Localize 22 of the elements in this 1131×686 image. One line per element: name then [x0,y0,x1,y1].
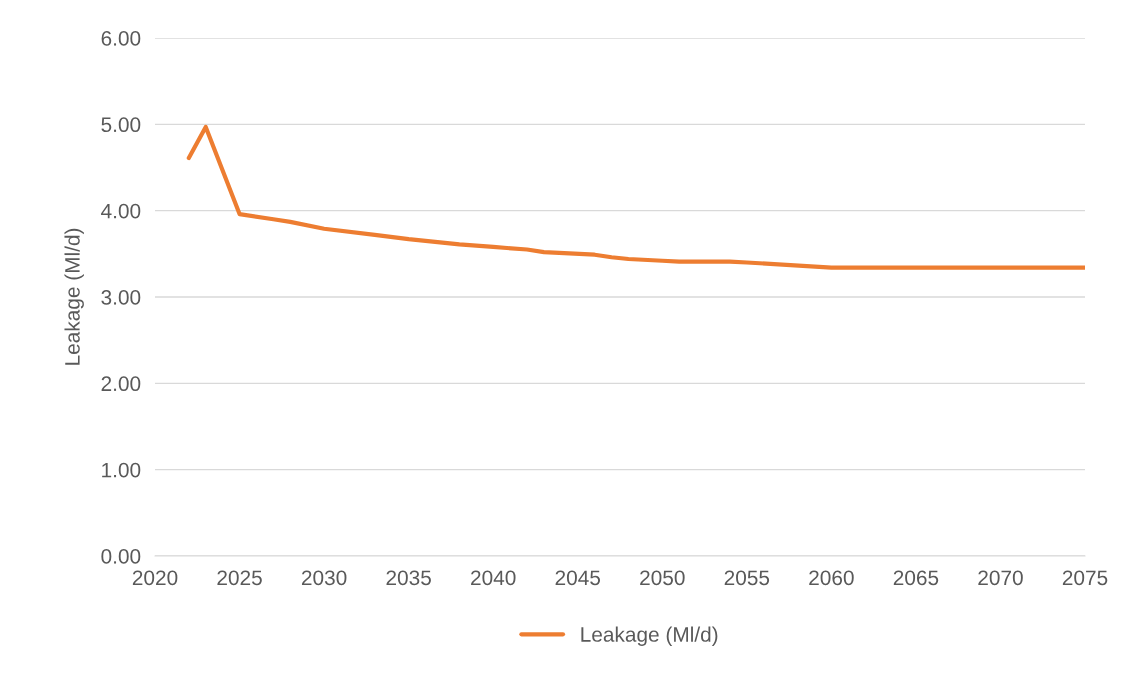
x-tick-label: 2035 [386,570,431,586]
x-tick-label: 2025 [217,570,262,586]
y-tick-label: 2.00 [101,376,141,392]
y-axis-title: Leakage (Ml/d) [64,228,84,365]
y-tick-label: 1.00 [102,462,141,478]
y-tick-label: 5.00 [101,117,141,133]
y-tick-label: 6.00 [101,31,141,46]
x-tick-label: 2060 [809,570,854,586]
x-tick-label: 2065 [893,570,939,586]
x-tick-label: 2030 [301,570,347,586]
y-tick-label: 0.00 [101,549,141,564]
x-tick-label: 2040 [471,570,516,586]
y-tick-label: 4.00 [101,203,141,219]
x-tick-label: 2045 [555,570,601,586]
x-tick-label: 2055 [724,570,770,586]
line-series [186,124,1085,270]
x-tick-label: 2070 [978,570,1023,586]
x-tick-label: 2050 [640,570,685,586]
legend-label: Leakage (Ml/d) [581,626,718,646]
y-tick-label: 3.00 [101,290,141,305]
x-tick-label: 2020 [132,570,178,586]
x-tick-label: 2075 [1062,570,1108,586]
